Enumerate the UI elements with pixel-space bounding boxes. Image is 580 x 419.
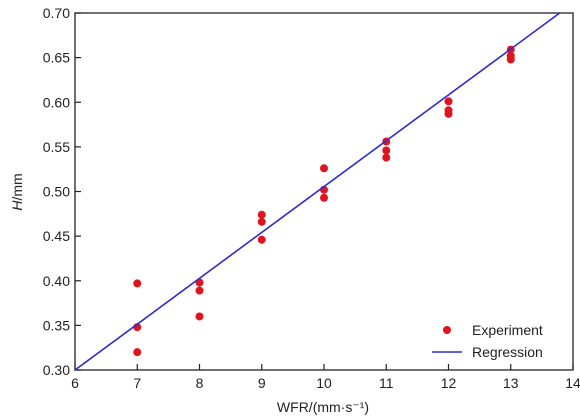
x-tick-label: 14 [565,375,580,391]
x-tick-label: 6 [71,375,79,391]
y-tick-label: 0.60 [43,94,70,110]
experiment-point [195,286,204,295]
y-tick-label: 0.35 [43,317,70,333]
y-axis-title-italic: H [9,200,25,211]
y-axis-title-unit: /mm [9,173,25,200]
experiment-point [444,97,453,106]
legend-label: Experiment [472,322,543,338]
x-tick-label: 7 [133,375,141,391]
x-tick-label: 12 [441,375,457,391]
experiment-point [257,210,266,219]
experiment-point [382,153,391,162]
experiment-point [257,217,266,226]
legend-point-swatch [443,326,451,334]
y-tick-label: 0.70 [43,5,70,21]
experiment-point [444,109,453,118]
y-axis-title: H/mm [9,173,25,210]
x-tick-label: 11 [379,375,394,391]
y-tick-label: 0.45 [43,228,70,244]
y-tick-label: 0.30 [43,362,70,378]
y-tick-label: 0.65 [43,50,70,66]
legend-label: Regression [472,344,543,360]
x-axis-title: WFR/(mm·s⁻¹) [277,399,369,415]
x-tick-label: 13 [503,375,519,391]
experiment-point [133,279,142,288]
axes: 6 7 8 9 10 11 12 13 14 0.30 0.35 0.40 0.45 0.50 0.55 0.… [43,5,580,391]
plot-series [75,13,562,370]
experiment-point [506,55,515,64]
regression-line [75,13,562,370]
x-tick-label: 9 [258,375,266,391]
y-tick-label: 0.50 [43,184,70,200]
legend: Experiment Regression [432,322,543,360]
x-tick-label: 10 [316,375,332,391]
x-tick-label: 8 [196,375,204,391]
experiment-point [320,164,328,173]
experiment-point [133,348,142,357]
experiment-point [257,235,266,244]
experiment-point [382,146,391,155]
y-tick-label: 0.55 [43,139,70,155]
y-tick-label: 0.40 [43,273,70,289]
experiment-point [195,312,204,321]
experiment-point [320,193,328,202]
